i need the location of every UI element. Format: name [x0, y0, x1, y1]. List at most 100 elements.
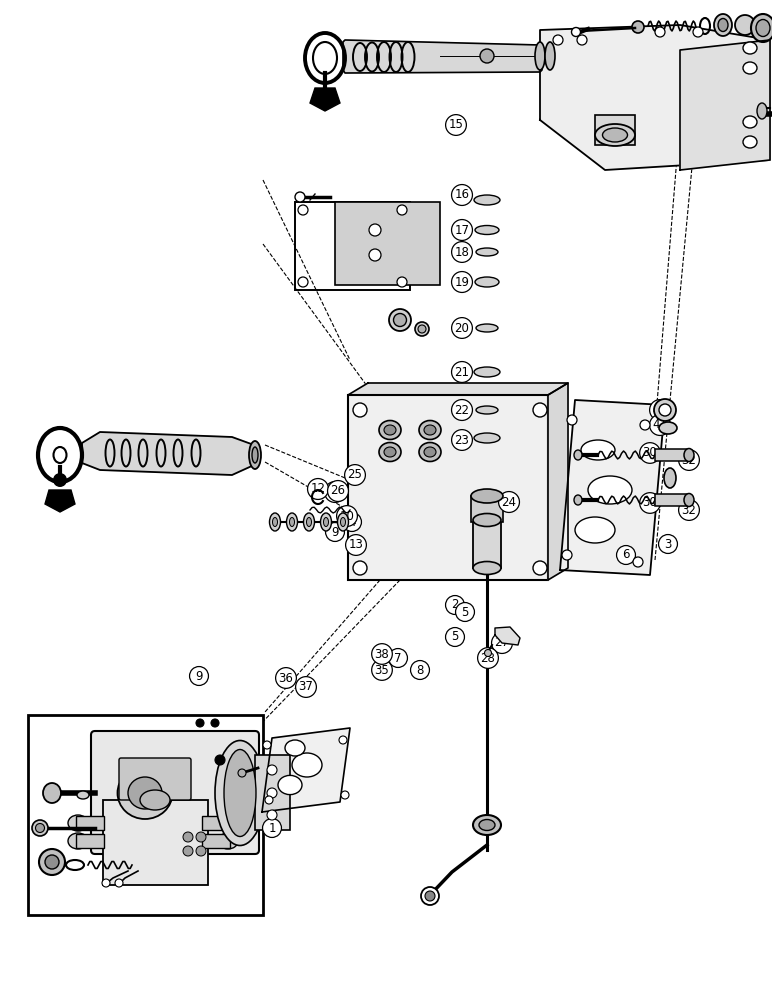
Ellipse shape: [581, 440, 615, 460]
Circle shape: [196, 832, 206, 842]
Circle shape: [196, 846, 206, 856]
Text: 41: 41: [652, 418, 668, 432]
Text: 6: 6: [622, 548, 630, 562]
Circle shape: [640, 420, 650, 430]
Circle shape: [183, 832, 193, 842]
Circle shape: [267, 810, 277, 820]
Text: 40: 40: [652, 403, 668, 416]
Ellipse shape: [77, 791, 89, 799]
Text: 12: 12: [310, 483, 326, 495]
Ellipse shape: [306, 518, 311, 526]
Text: 19: 19: [455, 275, 469, 288]
Ellipse shape: [224, 750, 256, 836]
Text: 21: 21: [455, 365, 469, 378]
Text: 17: 17: [455, 224, 469, 236]
Bar: [473, 520, 501, 568]
Circle shape: [693, 27, 703, 37]
Circle shape: [577, 35, 587, 45]
Ellipse shape: [128, 777, 162, 809]
Ellipse shape: [471, 489, 503, 503]
Polygon shape: [310, 88, 340, 111]
Ellipse shape: [756, 19, 770, 36]
Polygon shape: [495, 627, 520, 645]
Ellipse shape: [252, 447, 258, 463]
Text: 30: 30: [642, 446, 658, 460]
Text: 13: 13: [349, 538, 364, 552]
Ellipse shape: [473, 562, 501, 574]
Text: 23: 23: [455, 434, 469, 446]
Text: 22: 22: [455, 403, 469, 416]
Polygon shape: [680, 40, 770, 170]
Ellipse shape: [476, 406, 498, 414]
Circle shape: [298, 205, 308, 215]
Circle shape: [397, 205, 407, 215]
FancyBboxPatch shape: [91, 731, 259, 854]
Text: 9: 9: [195, 670, 203, 682]
Circle shape: [267, 765, 277, 775]
Ellipse shape: [340, 518, 346, 526]
Circle shape: [567, 415, 577, 425]
Bar: [76, 816, 104, 830]
Ellipse shape: [473, 815, 501, 835]
Circle shape: [425, 891, 435, 901]
Text: 9: 9: [331, 526, 339, 538]
Ellipse shape: [273, 518, 277, 526]
Circle shape: [485, 650, 492, 656]
Ellipse shape: [419, 420, 441, 440]
Ellipse shape: [545, 42, 555, 70]
Ellipse shape: [292, 753, 322, 777]
Polygon shape: [560, 400, 665, 575]
Text: 25: 25: [347, 468, 362, 482]
Text: 28: 28: [480, 652, 496, 664]
Ellipse shape: [320, 513, 331, 531]
Ellipse shape: [743, 62, 757, 74]
Text: 10: 10: [340, 510, 354, 522]
Circle shape: [480, 49, 494, 63]
Text: 32: 32: [682, 504, 696, 516]
Ellipse shape: [757, 103, 767, 119]
Circle shape: [353, 561, 367, 575]
Ellipse shape: [575, 517, 615, 543]
Text: 2: 2: [452, 598, 459, 611]
Circle shape: [295, 192, 305, 202]
Circle shape: [215, 755, 225, 765]
Bar: [471, 496, 503, 522]
Bar: [295, 202, 410, 290]
Ellipse shape: [140, 790, 170, 810]
Text: 38: 38: [374, 648, 389, 660]
Circle shape: [238, 769, 246, 777]
Ellipse shape: [751, 14, 772, 42]
Text: 36: 36: [279, 672, 293, 684]
Ellipse shape: [602, 128, 628, 142]
Ellipse shape: [735, 15, 755, 35]
Ellipse shape: [418, 325, 426, 333]
Ellipse shape: [32, 820, 48, 836]
Ellipse shape: [68, 815, 88, 831]
Text: 7: 7: [394, 652, 401, 664]
Circle shape: [562, 550, 572, 560]
Bar: [655, 449, 687, 461]
Ellipse shape: [571, 27, 581, 36]
Text: 26: 26: [330, 485, 346, 497]
Circle shape: [369, 224, 381, 236]
Text: 30: 30: [642, 496, 658, 510]
Ellipse shape: [290, 518, 294, 526]
Ellipse shape: [595, 124, 635, 146]
Text: 20: 20: [455, 322, 469, 334]
Circle shape: [421, 887, 439, 905]
Circle shape: [553, 35, 563, 45]
Ellipse shape: [659, 404, 671, 416]
Ellipse shape: [588, 476, 632, 504]
Ellipse shape: [285, 740, 305, 756]
Ellipse shape: [303, 513, 314, 531]
Text: 5: 5: [452, 631, 459, 644]
Polygon shape: [343, 40, 542, 73]
Circle shape: [53, 473, 67, 487]
Circle shape: [655, 27, 665, 37]
Ellipse shape: [323, 518, 329, 526]
Ellipse shape: [389, 309, 411, 331]
Circle shape: [533, 403, 547, 417]
Ellipse shape: [394, 314, 407, 326]
Ellipse shape: [215, 740, 265, 846]
Ellipse shape: [718, 18, 728, 31]
